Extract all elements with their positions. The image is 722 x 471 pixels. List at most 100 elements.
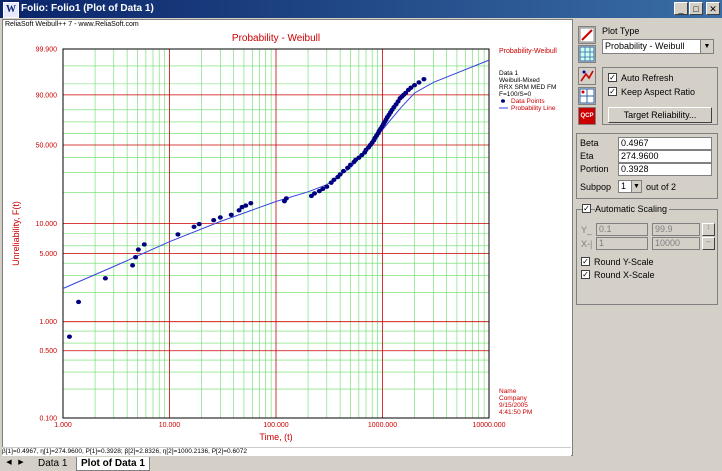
data-point [345, 165, 351, 171]
data-point [324, 184, 330, 189]
legend-info-line: Data 1 [499, 70, 519, 77]
portion-field[interactable]: 0.3928 [618, 163, 712, 176]
portion-label: Portion [580, 164, 609, 174]
data-point [421, 76, 427, 82]
plot-frame [62, 48, 490, 419]
data-point [248, 200, 254, 206]
y-min-field[interactable]: 0.1 [596, 223, 648, 236]
x-max-field[interactable]: 10000 [652, 237, 700, 250]
legend-point-marker [501, 99, 505, 103]
auto-refresh-label: Auto Refresh [621, 73, 674, 83]
legend-info-line: Weibull-Mixed [499, 77, 540, 84]
data-point [239, 204, 245, 210]
data-point [347, 162, 353, 168]
minimize-button[interactable]: _ [674, 2, 688, 15]
keep-aspect-ratio-checkbox[interactable]: ✓ [608, 87, 617, 96]
data-point [312, 191, 318, 196]
x-axis-label: Time, (t) [259, 432, 292, 442]
x-tick-label: 1000.000 [368, 422, 397, 429]
x-scale-reset-icon[interactable]: ↔ [702, 237, 715, 250]
weibull-app-icon: W [3, 2, 19, 18]
legend-line-label: Probability Line [511, 105, 556, 112]
plot-layout-icon[interactable] [578, 87, 596, 105]
y-scale-reset-icon[interactable]: ↕ [702, 223, 715, 236]
subpop-value: 1 [621, 181, 627, 191]
data-point [217, 215, 223, 220]
subpop-select[interactable]: 1 ▼ [618, 180, 642, 193]
automatic-scaling-label: Automatic Scaling [595, 204, 670, 214]
annotation-line: 4:41:50 PM [499, 409, 532, 416]
plot-type-select[interactable]: Probability - Weibull ▼ [602, 39, 714, 54]
y-scale-label: Y_ [581, 225, 593, 235]
auto-refresh-checkbox[interactable]: ✓ [608, 73, 617, 82]
legend-points-label: Data Points [511, 98, 545, 105]
tab-scroll-left-icon[interactable]: ◀ [6, 459, 12, 466]
chevron-down-icon: ▼ [631, 181, 641, 192]
data-point [416, 80, 422, 85]
data-point [133, 255, 139, 260]
x-tick-label: 100.000 [263, 422, 288, 429]
x-tick-label: 10.000 [159, 422, 181, 429]
tab-data-1[interactable]: Data 1 [38, 458, 68, 469]
automatic-scaling-checkbox[interactable]: ✓ [582, 204, 591, 213]
data-point [316, 188, 322, 194]
x-tick-label: 1.000 [54, 422, 72, 429]
y-tick-label: 90.000 [36, 92, 58, 99]
data-point [340, 168, 346, 174]
y-max-field[interactable]: 99.9 [652, 223, 700, 236]
y-tick-label: 10.000 [36, 221, 58, 228]
data-point [412, 83, 418, 88]
y-tick-label: 0.100 [39, 416, 57, 423]
parameters-group [576, 133, 718, 199]
legend-info-line: F=100/S=0 [499, 91, 532, 98]
data-point [66, 334, 72, 339]
y-axis-label: Unreliability, F(t) [11, 201, 21, 266]
y-tick-label: 1.000 [39, 319, 57, 326]
round-y-scale-checkbox[interactable]: ✓ [581, 257, 590, 266]
beta-label: Beta [580, 138, 599, 148]
data-point [283, 196, 289, 201]
data-point [403, 90, 409, 96]
target-reliability-button[interactable]: Target Reliability... [608, 107, 712, 123]
x-min-field[interactable]: 1 [596, 237, 648, 250]
subpop-label: Subpop [580, 182, 612, 192]
data-point [175, 232, 181, 237]
round-x-scale-checkbox[interactable]: ✓ [581, 270, 590, 279]
plot-grid-icon[interactable] [578, 45, 596, 63]
data-point [211, 218, 217, 223]
x-scale-label: X-| [581, 239, 593, 249]
plot-area[interactable]: 1.000 10.000 100.000 1000.000 10000.000 99.90… [2, 19, 573, 456]
data-point [236, 208, 242, 213]
tab-plot-of-data-1[interactable]: Plot of Data 1 [76, 457, 150, 471]
data-point [331, 177, 337, 182]
close-button[interactable]: ✕ [706, 2, 720, 15]
round-x-scale-label: Round X-Scale [594, 270, 655, 280]
beta-field[interactable]: 0.4967 [618, 137, 712, 150]
y-tick-label: 5.000 [39, 251, 57, 258]
window-title-bar[interactable]: W Folio: Folio1 (Plot of Data 1) _ □ ✕ [0, 0, 722, 18]
maximize-button[interactable]: □ [689, 2, 703, 15]
keep-aspect-ratio-label: Keep Aspect Ratio [621, 87, 696, 97]
data-point [408, 85, 414, 90]
subpop-count-label: out of 2 [646, 182, 677, 192]
annotation-line: Name [499, 388, 517, 395]
qcp-icon[interactable]: QCP [578, 107, 596, 125]
weibull-probability-plot: 1.000 10.000 100.000 1000.000 10000.000 99.90… [11, 33, 557, 442]
annotation-line: Company [499, 395, 528, 402]
plot-type-value: Probability - Weibull [605, 41, 685, 51]
data-point [320, 186, 326, 192]
eta-field[interactable]: 274.9600 [618, 150, 712, 163]
tab-scroll-right-icon[interactable]: ▶ [18, 459, 24, 466]
data-point [130, 263, 136, 268]
parameter-status-line: β[1]=0.4967, η[1]=274.9600, P[1]=0.3928;… [2, 447, 571, 456]
data-point [196, 221, 202, 227]
legend-heading: Probability-Weibull [499, 48, 557, 55]
data-point [76, 299, 82, 305]
plot-type-label: Plot Type [602, 26, 640, 36]
data-point [337, 172, 343, 177]
plot-scatter-red-icon[interactable] [578, 67, 596, 85]
plot-tool-pencil-icon[interactable] [578, 26, 596, 44]
y-tick-label: 50.000 [36, 142, 58, 149]
sheet-tabs-bar: ◀ ▶ Data 1 Plot of Data 1 [0, 456, 722, 471]
data-point [141, 242, 147, 247]
